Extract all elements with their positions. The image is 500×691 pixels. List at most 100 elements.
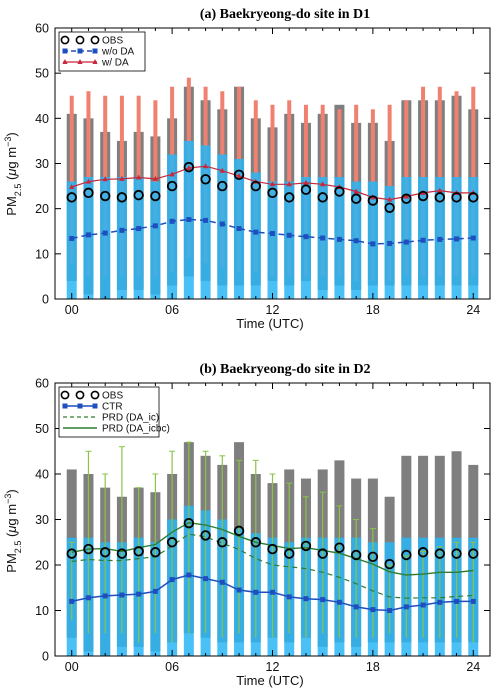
w-da-marker bbox=[437, 187, 443, 193]
obs-marker bbox=[116, 548, 128, 559]
y-tick-label: 20 bbox=[35, 559, 49, 573]
noda-range-bar bbox=[116, 177, 127, 299]
y-tick-label: 20 bbox=[35, 202, 49, 216]
ctr-marker bbox=[286, 594, 292, 600]
wo-da-marker bbox=[437, 236, 443, 242]
ctr-marker bbox=[470, 598, 476, 604]
legend-label: OBS bbox=[102, 36, 123, 47]
obs-marker bbox=[350, 549, 362, 561]
panel-a: (a) Baekryeong-do site in D1 PM2.5 (μg m… bbox=[3, 7, 491, 331]
legend-label: OBS bbox=[102, 391, 123, 402]
wo-da-marker bbox=[219, 221, 225, 227]
w-da-marker bbox=[69, 183, 75, 189]
ctr-marker bbox=[69, 598, 75, 604]
obs-marker bbox=[83, 543, 94, 555]
noda-range-bar bbox=[133, 177, 144, 299]
legend-ctr-marker bbox=[92, 403, 98, 409]
y-tick-label: 0 bbox=[42, 293, 49, 307]
wo-da-marker bbox=[420, 237, 426, 243]
legend-obs-marker bbox=[90, 390, 100, 400]
w-da-marker bbox=[303, 179, 309, 185]
ctr-marker bbox=[370, 607, 376, 613]
wo-da-marker bbox=[336, 236, 342, 242]
x-tick-label: 12 bbox=[266, 303, 280, 317]
svg-text:PM2.5 (μg m−3): PM2.5 (μg m−3) bbox=[3, 132, 23, 215]
noda-range-bar bbox=[100, 177, 111, 299]
legend-wo-da-marker bbox=[77, 48, 83, 54]
legend-wo-da-marker bbox=[92, 48, 98, 54]
obs-marker bbox=[317, 192, 328, 203]
legend-w-da-marker bbox=[77, 59, 83, 64]
obs-marker bbox=[250, 537, 261, 548]
w-da-marker bbox=[320, 181, 326, 187]
obs-marker bbox=[217, 537, 228, 548]
ctr-marker bbox=[437, 599, 443, 605]
noda-range-bar bbox=[83, 177, 94, 299]
wo-da-marker bbox=[403, 239, 409, 245]
legend-ctr-marker bbox=[77, 403, 83, 409]
obs-marker bbox=[317, 548, 328, 559]
wo-da-marker bbox=[286, 232, 292, 238]
w-da-marker bbox=[219, 167, 225, 173]
x-tick-label: 06 bbox=[165, 660, 179, 674]
y-tick-label: 30 bbox=[35, 513, 49, 527]
ctr-marker bbox=[119, 592, 125, 598]
obs-marker bbox=[250, 180, 261, 192]
wo-da-marker bbox=[454, 236, 460, 242]
noda-range-bar bbox=[150, 181, 161, 299]
obs-marker bbox=[267, 187, 278, 199]
panel-b-title: (b) Baekryeong-do site in D2 bbox=[199, 362, 370, 377]
obs-marker bbox=[200, 174, 211, 185]
obs-marker bbox=[284, 192, 295, 203]
ctr-marker bbox=[387, 608, 393, 613]
y-tick-label: 40 bbox=[35, 112, 49, 126]
x-tick-label: 00 bbox=[65, 660, 79, 674]
panel-b: (b) Baekryeong-do site in D2 PM2.5 (μg m… bbox=[3, 362, 491, 688]
obs-marker bbox=[133, 189, 144, 201]
ctr-marker bbox=[169, 577, 175, 583]
obs-marker bbox=[334, 186, 345, 197]
obs-marker bbox=[417, 547, 429, 558]
ctr-marker bbox=[136, 591, 142, 597]
x-tick-label: 00 bbox=[65, 303, 79, 317]
legend-label: PRD (DA_ic) bbox=[102, 413, 159, 424]
prd-ic-line bbox=[71, 533, 474, 599]
w-da-marker bbox=[152, 175, 158, 181]
y-tick-label: 10 bbox=[35, 247, 49, 261]
obs-marker bbox=[217, 180, 228, 192]
legend-obs-marker bbox=[60, 35, 70, 45]
w-da-marker bbox=[387, 196, 393, 202]
ctr-marker bbox=[152, 588, 158, 594]
wo-da-marker bbox=[69, 235, 75, 241]
y-tick-label: 30 bbox=[35, 157, 49, 171]
obs-marker bbox=[183, 161, 195, 173]
obs-marker bbox=[300, 184, 312, 195]
obs-marker bbox=[133, 546, 144, 557]
obs-marker bbox=[150, 190, 161, 202]
wo-da-marker bbox=[320, 235, 326, 241]
noda-range-bar bbox=[267, 181, 278, 299]
obs-marker bbox=[401, 549, 412, 561]
obs-marker bbox=[334, 542, 345, 553]
ctr-marker bbox=[253, 589, 259, 595]
ctr-marker bbox=[454, 598, 460, 604]
panel-a-y-axis-label: PM2.5 (μg m−3) bbox=[3, 132, 23, 215]
ctr-marker bbox=[420, 602, 426, 608]
obs-marker bbox=[468, 192, 479, 203]
y-tick-label: 10 bbox=[35, 604, 49, 618]
x-tick-label: 18 bbox=[366, 303, 380, 317]
legend-obs-marker bbox=[90, 35, 100, 45]
obs-marker bbox=[83, 187, 94, 199]
panel-a-title: (a) Baekryeong-do site in D1 bbox=[200, 7, 370, 22]
x-tick-label: 24 bbox=[466, 303, 480, 317]
ctr-marker bbox=[320, 597, 326, 603]
x-tick-label: 06 bbox=[165, 303, 179, 317]
obs-marker bbox=[434, 548, 446, 559]
obs-marker bbox=[367, 195, 379, 206]
panel-a-x-axis-label: Time (UTC) bbox=[236, 316, 303, 331]
ctr-marker bbox=[102, 593, 108, 599]
wo-da-marker bbox=[85, 232, 91, 238]
